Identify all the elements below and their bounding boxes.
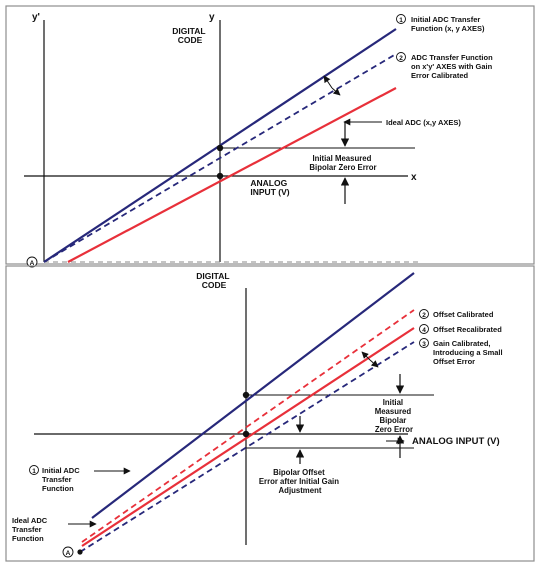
bottom-label4-number: 4 xyxy=(422,327,426,334)
bottom-panel-frame xyxy=(5,265,535,562)
top-origin-label: A xyxy=(30,260,35,267)
top-panel: y' y x DIGITAL CODE ANALOG INPUT (V) 1 I… xyxy=(5,5,535,268)
bottom-ideal-label: Ideal ADC Transfer Function xyxy=(12,516,49,543)
bottom-analog-input-label: ANALOG INPUT (V) xyxy=(412,436,500,447)
bottom-label3-marker xyxy=(419,338,429,348)
bottom-origin-point xyxy=(77,549,83,555)
bottom-origin-label: A xyxy=(66,550,71,557)
bottom-digital-code-label: DIGITAL CODE xyxy=(196,271,232,290)
bottom-origin-marker xyxy=(62,546,74,558)
top-analog-input-label: ANALOG INPUT (V) xyxy=(250,178,289,197)
top-gain-error-arrow-upper xyxy=(323,75,333,89)
bottom-label3-number: 3 xyxy=(422,341,426,348)
top-bipolar-zero-label: Initial Measured Bipolar Zero Error xyxy=(309,154,376,172)
bottom-label3-text: Gain Calibrated, Introducing a Small Off… xyxy=(433,339,505,366)
top-initial-zero-point xyxy=(216,144,224,152)
bottom-label2-marker xyxy=(419,309,429,319)
top-label1-text: Initial ADC Transfer Function (x, y AXES… xyxy=(411,15,485,33)
top-ideal-label: Ideal ADC (x,y AXES) xyxy=(386,118,461,127)
bottom-ideal-adc-line xyxy=(81,327,415,547)
top-x-label: x xyxy=(411,172,417,183)
top-label2-text: ADC Transfer Function on x'y' AXES with … xyxy=(411,53,495,80)
top-ideal-zero-point xyxy=(216,172,224,180)
top-label1-number: 1 xyxy=(399,17,403,24)
bottom-gain-arrow-lower xyxy=(369,359,379,368)
bottom-initial-adc-line xyxy=(91,272,415,519)
top-label2-marker xyxy=(396,52,406,62)
top-ideal-adc-line xyxy=(67,87,397,263)
top-origin-marker xyxy=(26,256,38,268)
bottom-initial-zero-point xyxy=(242,391,250,399)
bottom-offset-calibrated-line xyxy=(81,309,415,543)
bottom-ideal-zero-point xyxy=(242,430,250,438)
bottom-bipolar-offset-label: Bipolar Offset Error after Initial Gain … xyxy=(259,468,341,495)
top-y-prime-label: y' xyxy=(32,12,40,23)
top-label1-marker xyxy=(396,14,406,24)
bottom-label2-number: 2 xyxy=(422,312,426,319)
bottom-label2-text: Offset Calibrated xyxy=(433,310,494,319)
bottom-measured-label: Initial Measured Bipolar Zero Error xyxy=(375,398,414,434)
bottom-label4-marker xyxy=(419,324,429,334)
top-panel-frame xyxy=(5,5,535,265)
bottom-gain-calibrated-line xyxy=(79,341,415,553)
top-digital-code-label: DIGITAL CODE xyxy=(172,26,208,45)
top-gain-error-arrow-lower xyxy=(331,87,341,96)
bottom-label1-number: 1 xyxy=(32,468,36,475)
bottom-panel: DIGITAL CODE ANALOG INPUT (V) 2 Offset C… xyxy=(5,265,535,562)
bottom-label4-text: Offset Recalibrated xyxy=(433,325,502,334)
bottom-gain-arrow-upper xyxy=(361,351,371,361)
top-y-label: y xyxy=(209,12,215,23)
bottom-label1-text: Initial ADC Transfer Function xyxy=(42,466,82,493)
bottom-label1-marker xyxy=(29,465,39,475)
top-label2-number: 2 xyxy=(399,55,403,62)
